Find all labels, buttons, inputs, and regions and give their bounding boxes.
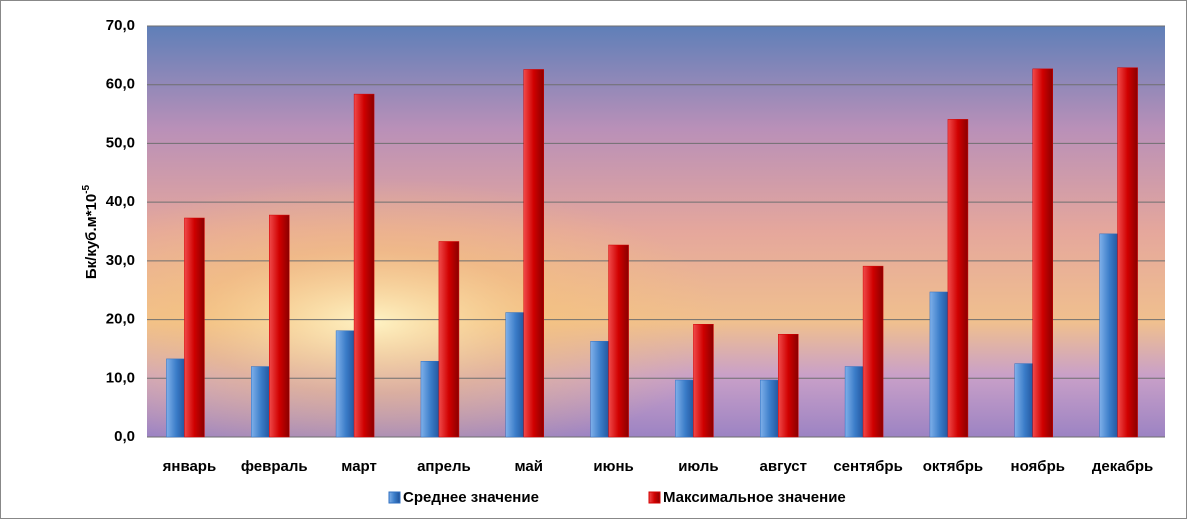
plot-glow [147,26,1165,437]
bar [844,366,866,438]
x-tick-label: май [515,458,543,475]
bar [675,379,696,438]
y-tick-label: 0,0 [114,428,135,445]
x-tick-label: ноябрь [1011,458,1065,475]
bar [929,291,951,438]
y-axis-label-sup: -5 [81,184,92,193]
bar [184,217,205,438]
bar [608,244,629,438]
x-tick-label: февраль [241,458,308,475]
y-tick-label: 40,0 [106,193,135,210]
legend-swatch [388,491,401,504]
bar [438,241,460,438]
bar [760,379,781,438]
x-tick-label: март [341,458,377,475]
bar [1032,68,1053,438]
bar [420,361,442,438]
x-tick-label: январь [163,458,217,475]
bar [1014,363,1035,438]
x-tick-label: сентябрь [833,458,903,475]
bar [251,366,272,438]
x-tick-label: август [760,458,807,475]
bar [269,214,290,438]
x-tick-label: октябрь [923,458,983,475]
bar [166,358,187,438]
y-tick-label: 10,0 [106,369,135,386]
bar [523,69,544,438]
x-tick-label: апрель [417,458,471,475]
x-tick-label: июль [678,458,718,475]
legend-swatch [648,491,661,504]
bar [1099,233,1120,438]
y-axis-label: Бк/куб.м*10-5 [81,184,100,279]
bar [693,324,714,438]
bar [353,93,375,438]
y-tick-label: 20,0 [106,311,135,328]
x-tick-label: июнь [593,458,633,475]
bar [505,312,526,438]
bar [947,119,969,438]
x-tick-label: декабрь [1092,458,1153,475]
y-axis-label-text: Бк/куб.м*10 [83,194,100,279]
y-tick-label: 50,0 [106,134,135,151]
bar [778,334,799,438]
bar [335,330,357,438]
y-tick-label: 70,0 [106,17,135,34]
legend-label: Максимальное значение [663,489,846,506]
bar [862,265,884,438]
legend-label: Среднее значение [403,489,539,506]
bar [590,341,611,438]
y-tick-label: 60,0 [106,76,135,93]
y-tick-label: 30,0 [106,252,135,269]
bar [1117,67,1138,438]
